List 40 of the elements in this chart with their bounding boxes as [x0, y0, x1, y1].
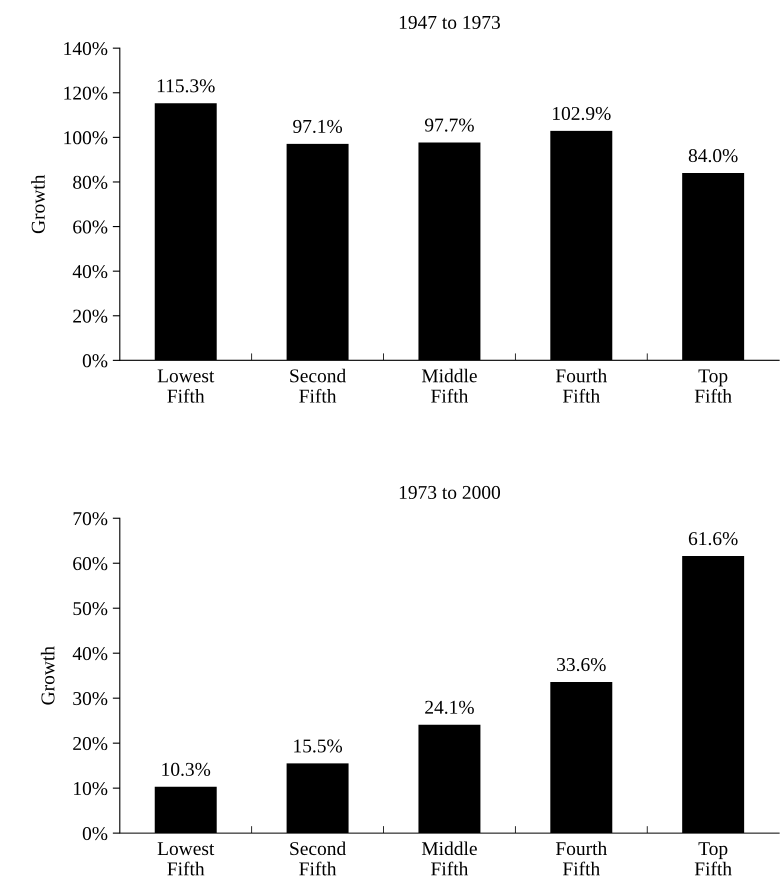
y-axis-title: Growth	[40, 646, 55, 705]
y-tick-label: 20%	[73, 310, 108, 323]
y-tick-label: 50%	[73, 602, 108, 616]
data-label: 97.1%	[293, 120, 342, 134]
x-tick-label: Lowest Fifth	[158, 369, 214, 403]
data-label: 15.5%	[294, 739, 342, 753]
x-tick-label: Top Fifth	[694, 842, 732, 876]
chart-title: 1947 to 1973	[400, 16, 500, 29]
x-tick-label: Top Fifth	[694, 369, 732, 403]
y-tick-label: 40%	[72, 264, 108, 278]
x-tick-label: Middle Fifth	[422, 368, 477, 403]
x-tick-label: Lowest Fifth	[158, 842, 214, 876]
chart-title: 1973 to 2000	[400, 486, 500, 499]
y-tick-label: 0%	[82, 354, 108, 368]
data-label: 102.9%	[553, 106, 611, 120]
y-tick-label: 30%	[73, 692, 108, 706]
data-label: 84.0%	[688, 149, 738, 162]
y-tick-label: 60%	[73, 220, 108, 234]
x-tick-label: Second Fifth	[290, 368, 346, 403]
x-tick-label: Middle Fifth	[422, 841, 477, 876]
data-label: 115.3%	[158, 79, 215, 92]
y-tick-label: 20%	[73, 736, 108, 750]
y-tick-label: 140%	[64, 42, 108, 56]
y-tick-label: 0%	[82, 826, 108, 840]
y-tick-label: 80%	[73, 176, 108, 189]
x-tick-label: Fourth Fifth	[556, 841, 607, 876]
y-tick-label: 60%	[73, 557, 108, 570]
y-tick-label: 70%	[74, 512, 108, 526]
data-label: 61.6%	[688, 532, 738, 546]
x-tick-label: Fourth Fifth	[556, 368, 607, 403]
y-tick-label: 10%	[74, 782, 108, 796]
y-tick-label: 120%	[64, 86, 108, 100]
data-label: 10.3%	[162, 762, 210, 776]
y-axis-title: Growth	[31, 174, 45, 234]
data-label: 97.7%	[424, 118, 474, 132]
x-tick-label: Second Fifth	[290, 841, 346, 876]
data-label: 24.1%	[425, 700, 474, 714]
data-label: 33.6%	[557, 658, 606, 672]
y-tick-label: 100%	[64, 131, 108, 144]
y-tick-label: 40%	[72, 647, 108, 660]
